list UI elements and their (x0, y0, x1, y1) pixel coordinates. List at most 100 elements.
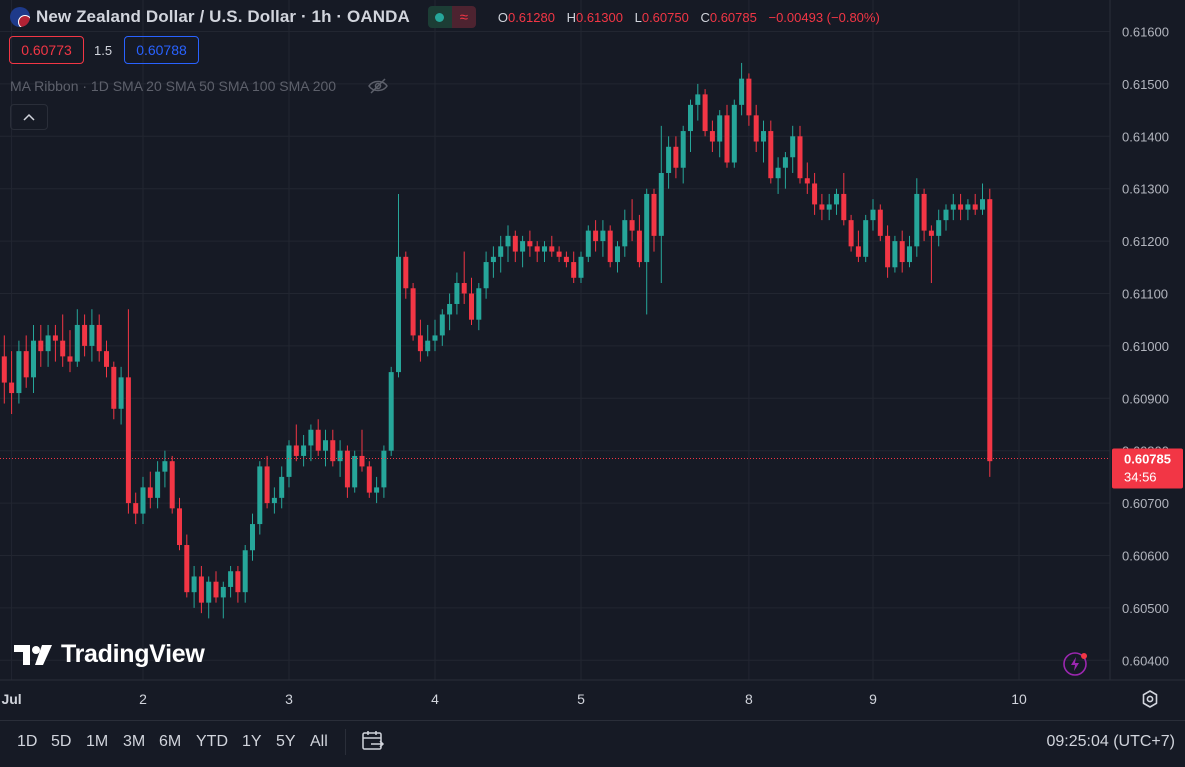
sell-button[interactable]: 0.60773 (9, 36, 84, 64)
y-tick-label: 0.61400 (1122, 129, 1169, 144)
candle-body (571, 262, 577, 278)
candle-body (454, 283, 460, 304)
candle-body (914, 193, 920, 247)
range-ytd[interactable]: YTD (196, 733, 228, 750)
candlestick-chart[interactable]: 0.61600 0.61500 0.61400 0.61300 0.61200 0.611… (0, 0, 1185, 720)
ohlc-values: O0.61280 H0.61300 L0.60750 C0.60785 −0.0… (498, 10, 880, 25)
y-tick-label: 0.61600 (1122, 25, 1169, 40)
range-all[interactable]: All (310, 733, 328, 750)
y-tick-label: 0.61000 (1122, 339, 1169, 354)
x-tick-label: 9 (869, 691, 877, 707)
candle-body (344, 450, 350, 488)
toolbar-divider (345, 729, 346, 755)
candle-body (753, 115, 759, 142)
y-tick-label: 0.60500 (1122, 601, 1169, 616)
candle-body (271, 497, 277, 504)
buy-button[interactable]: 0.60788 (124, 36, 199, 64)
settings-gear-icon[interactable] (1140, 689, 1160, 709)
candle-body (666, 146, 672, 173)
chart-header: New Zealand Dollar / U.S. Dollar · 1h · … (10, 5, 880, 29)
candle-body (38, 340, 44, 352)
candle-body (593, 230, 599, 242)
candle-body (381, 450, 387, 488)
y-tick-label: 0.60900 (1122, 391, 1169, 406)
candle-body (366, 466, 372, 493)
range-1y[interactable]: 1Y (242, 733, 262, 750)
candle-body (761, 131, 766, 142)
candle-body (461, 283, 467, 294)
candle-body (607, 230, 613, 263)
candle-body (702, 94, 708, 132)
tv-logo-icon (14, 644, 52, 665)
candle-body (52, 335, 58, 341)
candle-body (688, 104, 693, 132)
high-label: H (566, 9, 576, 25)
candle-body (804, 178, 810, 184)
candle-body (615, 246, 620, 263)
candle-body (483, 262, 489, 289)
candle-body (235, 571, 241, 593)
x-tick-label: 4 (431, 691, 439, 707)
range-6m[interactable]: 6M (159, 733, 182, 750)
candle-body (892, 241, 898, 268)
calendar-goto-icon[interactable] (361, 729, 385, 753)
symbol-title[interactable]: New Zealand Dollar / U.S. Dollar · 1h · … (36, 7, 410, 26)
candle-body (563, 256, 569, 263)
spread-value: 1.5 (94, 43, 113, 58)
candle-body (264, 466, 270, 504)
range-1m[interactable]: 1M (86, 733, 109, 750)
candle-body (140, 487, 146, 514)
candle-body (60, 340, 66, 357)
candle-body (257, 466, 263, 525)
candle-body (323, 440, 328, 451)
candle-body (826, 204, 832, 210)
candle-body (790, 136, 796, 158)
candle-body (184, 545, 190, 593)
candle-body (133, 503, 139, 514)
candle-body (578, 256, 584, 278)
candle-body (629, 220, 635, 231)
range-5y[interactable]: 5Y (276, 733, 296, 750)
candle-body (600, 230, 606, 242)
candle-body (527, 241, 533, 247)
range-1d[interactable]: 1D (17, 733, 38, 750)
candle-body (965, 204, 971, 210)
indicator-legend[interactable]: MA Ribbon · 1D SMA 20 SMA 50 SMA 100 SMA… (10, 78, 337, 94)
last-price-label: 0.60785 (1124, 452, 1171, 467)
candle-body (417, 335, 423, 352)
candle-body (242, 550, 248, 593)
range-5d[interactable]: 5D (51, 733, 72, 750)
candle-body (695, 94, 701, 105)
candle-body (651, 193, 657, 236)
candle-body (177, 508, 182, 546)
x-tick-label: 10 (1011, 691, 1027, 707)
lightning-icon[interactable] (1062, 651, 1088, 677)
candle-body (921, 193, 927, 231)
candle-body (45, 335, 51, 352)
range-3m[interactable]: 3M (123, 733, 146, 750)
candle-body (74, 324, 80, 362)
candle-body (943, 209, 949, 221)
last-price-label-bg (1112, 448, 1183, 489)
x-tick-label: 3 (285, 691, 293, 707)
candle-body (556, 251, 562, 257)
eye-crossed-icon[interactable] (368, 78, 388, 94)
candle-body (899, 241, 905, 263)
candle-body (308, 429, 314, 446)
candle-body (819, 204, 825, 210)
candle-body (191, 576, 197, 593)
candle-body (23, 351, 29, 378)
candle-body (198, 576, 204, 603)
candle-body (301, 445, 307, 456)
x-tick-label: 2 (139, 691, 147, 707)
candle-body (315, 429, 321, 451)
status-pill[interactable]: ≈ (427, 6, 476, 28)
timezone-clock[interactable]: 09:25:04 (UTC+7) (1046, 733, 1175, 750)
candle-body (907, 246, 912, 263)
collapse-legend-button[interactable] (10, 104, 48, 130)
candle-body (279, 476, 285, 498)
candle-body (388, 372, 394, 451)
candle-body (118, 377, 124, 409)
candle-body (16, 351, 22, 394)
